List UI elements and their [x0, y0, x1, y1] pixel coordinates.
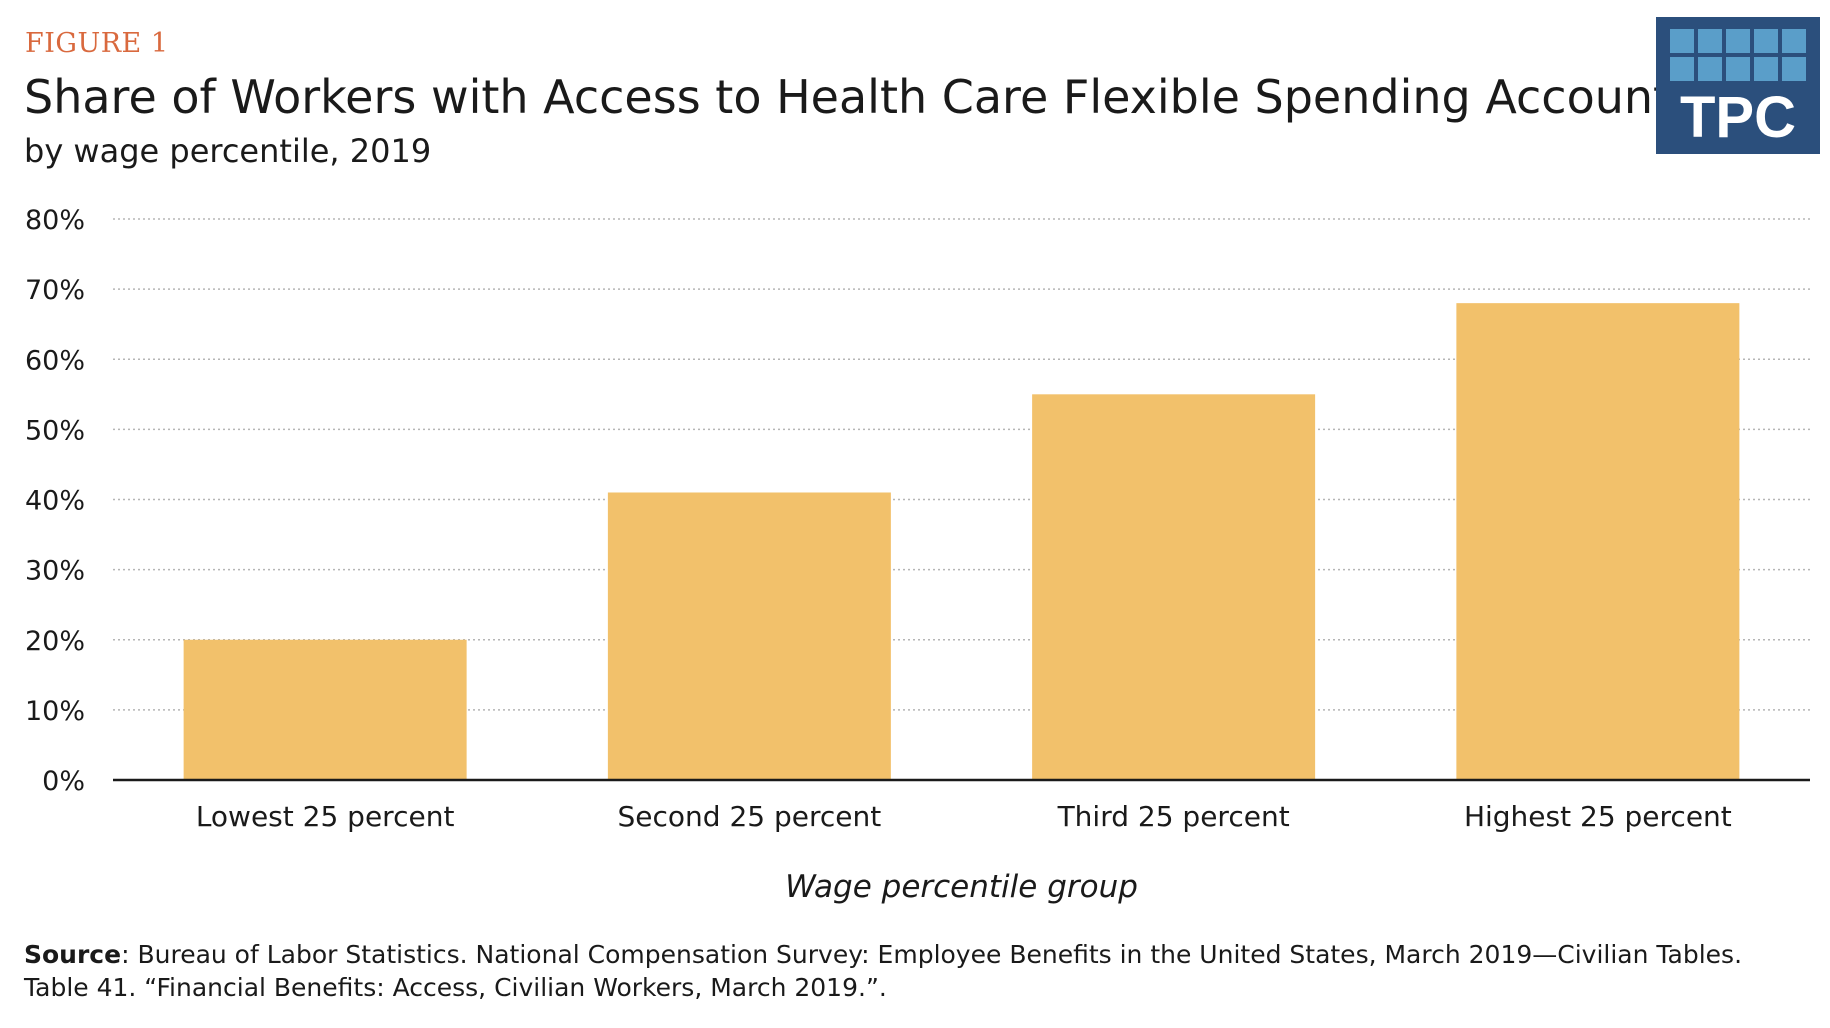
bar: [183, 639, 467, 780]
y-tick-label: 60%: [25, 345, 85, 376]
logo-tile: [1754, 29, 1778, 53]
bars: [183, 303, 1740, 780]
source-label: Source: [24, 940, 122, 969]
bar: [1456, 303, 1740, 780]
x-axis-label: Wage percentile group: [785, 869, 1138, 905]
tpc-logo-graphic: TPC: [1670, 29, 1806, 150]
y-tick-label: 10%: [25, 696, 85, 727]
logo-tile: [1754, 57, 1778, 81]
y-axis-ticks: 0% 10% 20% 30% 40% 50% 60% 70% 80%: [25, 205, 85, 797]
x-axis-ticks: Lowest 25 percent Second 25 percent Third …: [196, 800, 1732, 833]
bar: [607, 492, 891, 780]
logo-tile: [1726, 57, 1750, 81]
bar: [1032, 394, 1316, 780]
logo-tile: [1698, 29, 1722, 53]
y-tick-label: 80%: [25, 205, 85, 236]
x-tick-label: Lowest 25 percent: [196, 800, 455, 833]
figure-label: FIGURE 1: [25, 28, 169, 59]
logo-tile: [1782, 29, 1806, 53]
y-tick-label: 0%: [42, 766, 85, 797]
logo-tile: [1670, 29, 1694, 53]
tpc-logo: TPC: [1656, 17, 1820, 154]
y-tick-label: 50%: [25, 415, 85, 446]
y-tick-label: 70%: [25, 275, 85, 306]
logo-tile: [1670, 57, 1694, 81]
logo-text: TPC: [1680, 85, 1796, 150]
logo-tiles: [1670, 29, 1806, 81]
source-note: Source: Bureau of Labor Statistics. Nati…: [24, 938, 1814, 1004]
chart-title: Share of Workers with Access to Health C…: [24, 70, 1696, 124]
y-tick-label: 20%: [25, 626, 85, 657]
logo-tile: [1782, 57, 1806, 81]
source-text: : Bureau of Labor Statistics. National C…: [24, 940, 1743, 1002]
logo-tile: [1698, 57, 1722, 81]
x-tick-label: Third 25 percent: [1057, 800, 1290, 833]
logo-tile: [1726, 29, 1750, 53]
chart-subtitle: by wage percentile, 2019: [24, 132, 432, 170]
y-tick-label: 40%: [25, 486, 85, 517]
x-tick-label: Highest 25 percent: [1464, 800, 1732, 833]
y-tick-label: 30%: [25, 556, 85, 587]
x-tick-label: Second 25 percent: [618, 800, 882, 833]
